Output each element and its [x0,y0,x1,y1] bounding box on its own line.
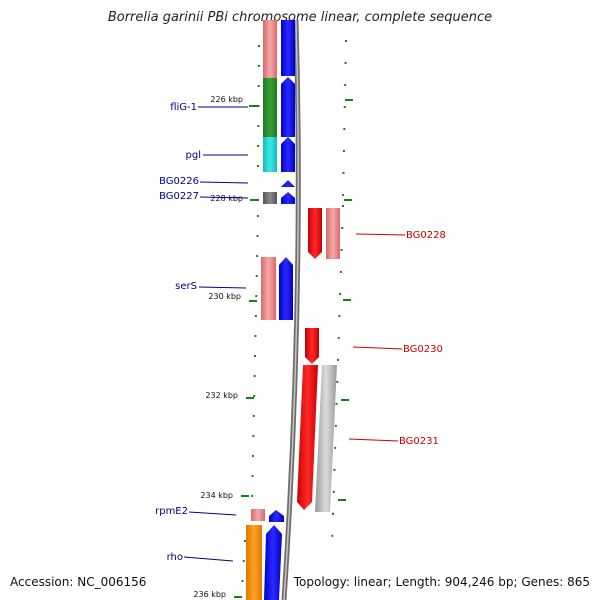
gene-label-rho[interactable]: rho [167,552,183,563]
gene-rho-arrow[interactable] [264,525,282,600]
outer-dotted-guide [331,39,353,546]
cog-bar-sers[interactable] [261,257,276,320]
tick-marks [234,105,259,598]
tick-label-226: 226 kbp [210,95,243,104]
gene-bg0226-arrow[interactable] [281,180,295,187]
tick-label-234: 234 kbp [200,491,233,500]
cog-bar-rpme2[interactable] [251,509,265,521]
tick-label-232: 232 kbp [205,391,238,400]
tick-label-230: 230 kbp [208,292,241,301]
cog-bar-bg0227[interactable] [263,192,277,204]
gene-label-bg0228[interactable]: BG0228 [406,230,446,241]
gene-flig1-arrow[interactable] [281,77,295,137]
left-gene-labels [183,106,249,562]
gene-label-rpme2[interactable]: rpmE2 [155,506,188,517]
cog-bar-rho[interactable] [246,525,262,600]
cog-bar-top[interactable] [263,20,277,78]
inner-dotted-guide [241,44,260,591]
cog-bar-pgl[interactable] [263,137,277,172]
right-gene-labels [348,233,406,442]
gene-rpme2-arrow[interactable] [269,510,284,522]
gene-label-bg0230[interactable]: BG0230 [403,344,443,355]
gene-bg0228-arrow[interactable] [308,208,322,259]
gene-label-sers[interactable]: serS [175,281,197,292]
topology-summary: Topology: linear; Length: 904,246 bp; Ge… [293,575,590,589]
gene-label-bg0226[interactable]: BG0226 [159,176,199,187]
tick-label-228: 228 kbp [210,194,243,203]
accession-label: Accession: NC_006156 [10,575,147,589]
map-title: Borrelia garinii PBi chromosome linear, … [107,10,493,25]
gene-label-pgl[interactable]: pgl [186,150,201,161]
cog-bar-bg0228[interactable] [326,208,340,259]
gene-label-bg0227[interactable]: BG0227 [159,191,199,202]
gene-sers-arrow[interactable] [279,257,293,320]
gene-label-bg0231[interactable]: BG0231 [399,436,439,447]
gene-bg0231-arrow[interactable] [297,365,318,510]
cog-bar-flig1[interactable] [263,78,277,137]
gene-pgl-arrow[interactable] [281,137,295,172]
gene-top-forward[interactable] [281,20,295,76]
gene-label-flig1[interactable]: fliG-1 [170,102,197,113]
tick-label-236: 236 kbp [193,590,226,599]
cog-bar-bg0231[interactable] [315,365,337,512]
tick-labels: 226 kbp 228 kbp 230 kbp 232 kbp 234 kbp … [193,95,243,599]
gene-bg0230-arrow[interactable] [305,328,319,364]
gene-bg0227-arrow[interactable] [281,192,295,204]
